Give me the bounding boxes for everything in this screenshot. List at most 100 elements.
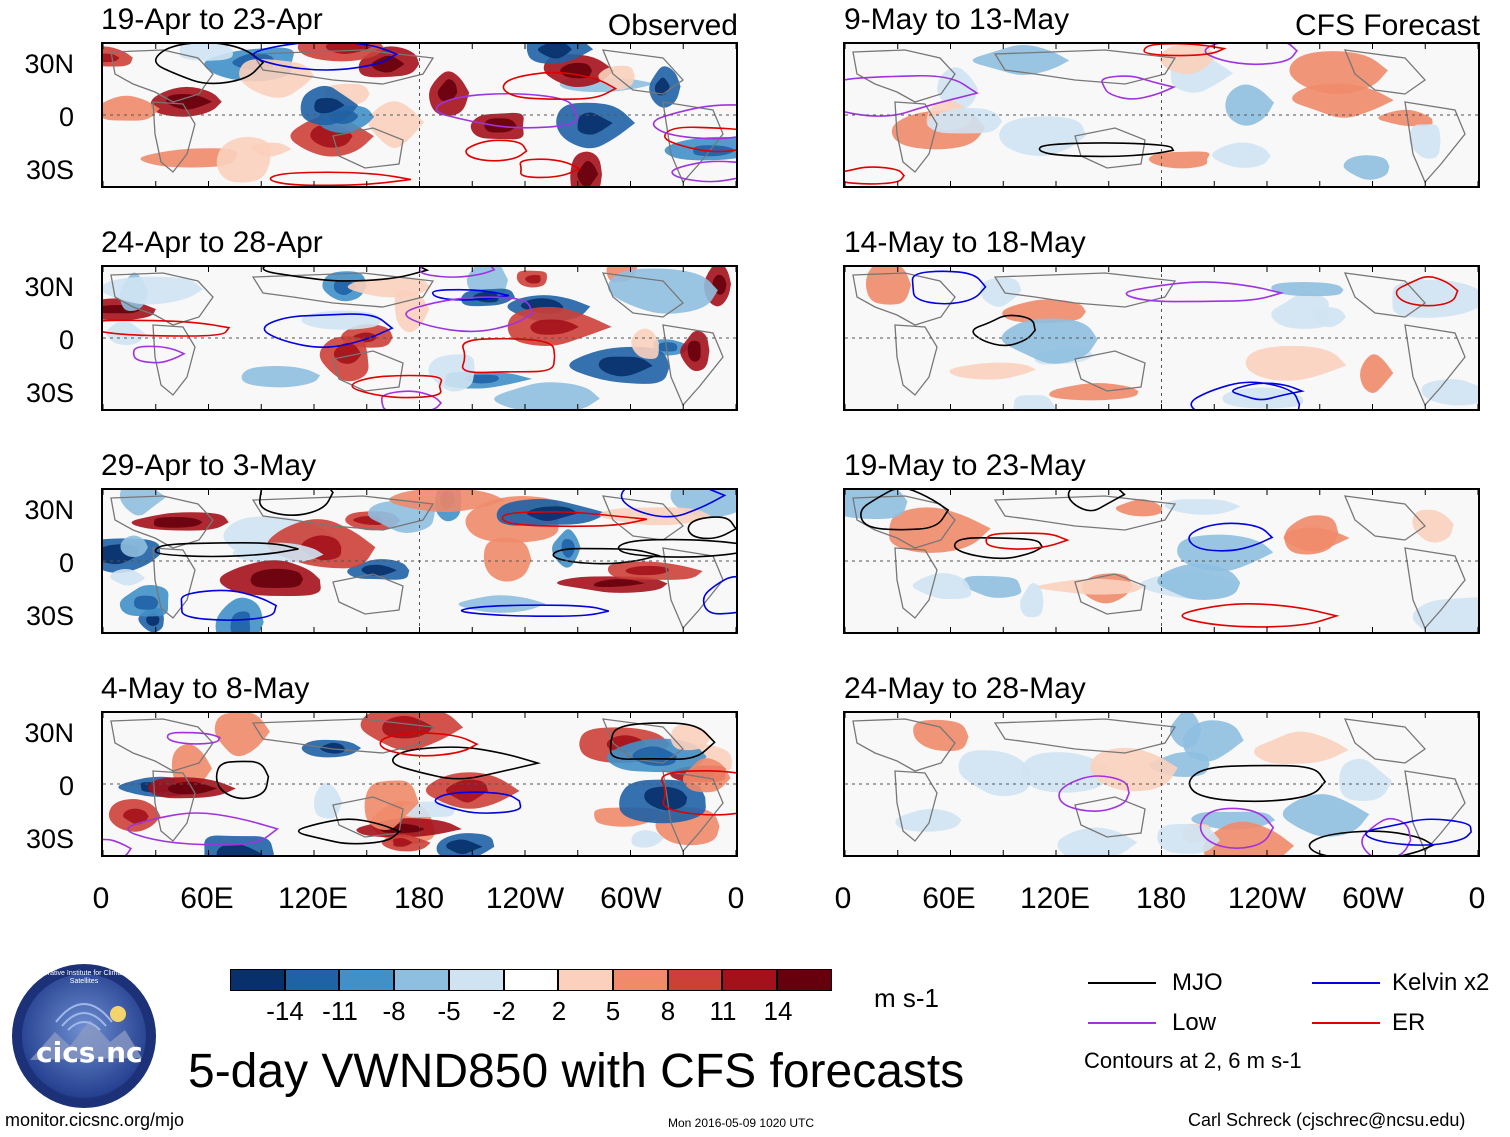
footer-author: Carl Schreck (cjschrec@ncsu.edu) (1188, 1110, 1466, 1130)
contour-line (252, 44, 399, 71)
contour-line (1067, 490, 1126, 512)
contour-line (431, 288, 510, 301)
anomaly-shading (607, 268, 718, 314)
contour-line (702, 575, 736, 615)
map-panel-fc-3 (843, 488, 1480, 634)
contour-line (1395, 276, 1459, 307)
map-panel-obs-2 (101, 265, 738, 411)
contour-line (652, 104, 736, 140)
anomaly-shading (1245, 345, 1347, 381)
map-canvas (103, 713, 736, 855)
contour-line (552, 547, 662, 565)
colorbar-tick: -14 (266, 996, 304, 1026)
coastline (1343, 495, 1426, 541)
colorbar-ticks: -14 -11 -8 -5 -2 2 5 8 11 14 (230, 996, 832, 1026)
anomaly-shading (1115, 499, 1163, 517)
map-canvas (845, 490, 1478, 632)
contour-line (1365, 818, 1472, 846)
contour-line (617, 538, 736, 558)
coastline (662, 770, 724, 853)
anomaly-shading (494, 382, 600, 409)
contour-line (392, 746, 542, 780)
anomaly-shading (1159, 44, 1215, 74)
coastline (852, 718, 956, 772)
anomaly-shading-core (577, 160, 599, 186)
legend-label-er: ER (1392, 1009, 1426, 1036)
contour-line (1188, 522, 1274, 552)
map-panel-obs-3 (101, 488, 738, 634)
panel-title-fc-3: 19-May to 23-May (844, 449, 1086, 482)
colorbar-cell (503, 969, 559, 991)
anomaly-shading (1378, 109, 1433, 127)
lon-label-obs-120w: 120W (485, 882, 565, 915)
coastline (152, 547, 196, 619)
contour-line (435, 92, 578, 129)
colorbar-tick: -2 (492, 996, 516, 1026)
contour-line (127, 812, 280, 846)
lat-label-30n: 30N (24, 49, 74, 79)
anomaly-shading (1271, 281, 1344, 297)
panel-title-fc-1: 9-May to 13-May (844, 3, 1070, 36)
anomaly-shading (895, 808, 962, 832)
coastline (894, 770, 938, 842)
anomaly-shading (999, 116, 1086, 156)
map-panel-obs-4 (101, 711, 738, 857)
anomaly-shading (1421, 379, 1478, 406)
coastline (110, 272, 214, 326)
contour-line (460, 604, 610, 618)
anomaly-shading (1164, 499, 1241, 515)
anomaly-shading-core (320, 742, 345, 754)
panel-title-obs-1: 19-Apr to 23-Apr (101, 3, 323, 36)
contour-line (465, 139, 528, 162)
anomaly-shading-core (687, 340, 701, 362)
map-canvas (103, 44, 736, 186)
anomaly-shading-core (393, 838, 413, 847)
anomaly-shading-core (361, 564, 397, 576)
contour-line (663, 126, 736, 153)
anomaly-shading-core (133, 595, 159, 610)
anomaly-shading (389, 490, 506, 513)
contour-line (1204, 44, 1298, 66)
lon-label-obs-0: 0 (92, 882, 110, 915)
anomaly-shading-core (103, 53, 120, 63)
contour-line (620, 490, 727, 518)
forecast-label: CFS Forecast (1294, 9, 1480, 42)
anomaly-shading (106, 321, 146, 346)
contour-line (1190, 381, 1301, 409)
lat-label-30n: 30N (24, 272, 74, 302)
anomaly-shading (1013, 395, 1056, 409)
panel-title-fc-4: 24-May to 28-May (844, 672, 1086, 705)
map-panel-obs-1 (101, 42, 738, 188)
colorbar-cell (667, 969, 723, 991)
lon-label-fc-60e: 60E (922, 882, 976, 915)
anomaly-shading-core (371, 55, 405, 73)
coastline (993, 718, 1177, 754)
anomaly-shading (912, 573, 972, 600)
anomaly-shading (1271, 292, 1329, 329)
anomaly-shading (1157, 563, 1241, 601)
anomaly-shading (216, 136, 271, 183)
lon-label-obs-180: 180 (393, 882, 445, 915)
lat-label-30n: 30N (24, 495, 74, 525)
map-panel-fc-1 (843, 42, 1480, 188)
anomaly-shading (1289, 51, 1388, 95)
anomaly-shading (888, 507, 991, 553)
lon-label-obs-60w: 60W (600, 882, 662, 915)
coastline (1343, 718, 1426, 764)
coastline (1343, 272, 1426, 318)
anomaly-shading (1409, 124, 1441, 159)
colorbar-cell (448, 969, 504, 991)
contour-line (103, 838, 133, 855)
contour-line (103, 319, 231, 337)
colorbar-cell (284, 969, 340, 991)
anomaly-shading-core (656, 342, 678, 352)
contour-line (180, 589, 278, 621)
contour-line (519, 158, 581, 179)
footer-url[interactable]: monitor.cicsnc.org/mjo (5, 1110, 185, 1130)
coastline (993, 49, 1177, 85)
map-canvas (845, 267, 1478, 409)
coastline (993, 495, 1177, 531)
map-panel-fc-4 (843, 711, 1480, 857)
anomaly-shading (394, 290, 430, 333)
colorbar-tick: -5 (437, 996, 461, 1026)
